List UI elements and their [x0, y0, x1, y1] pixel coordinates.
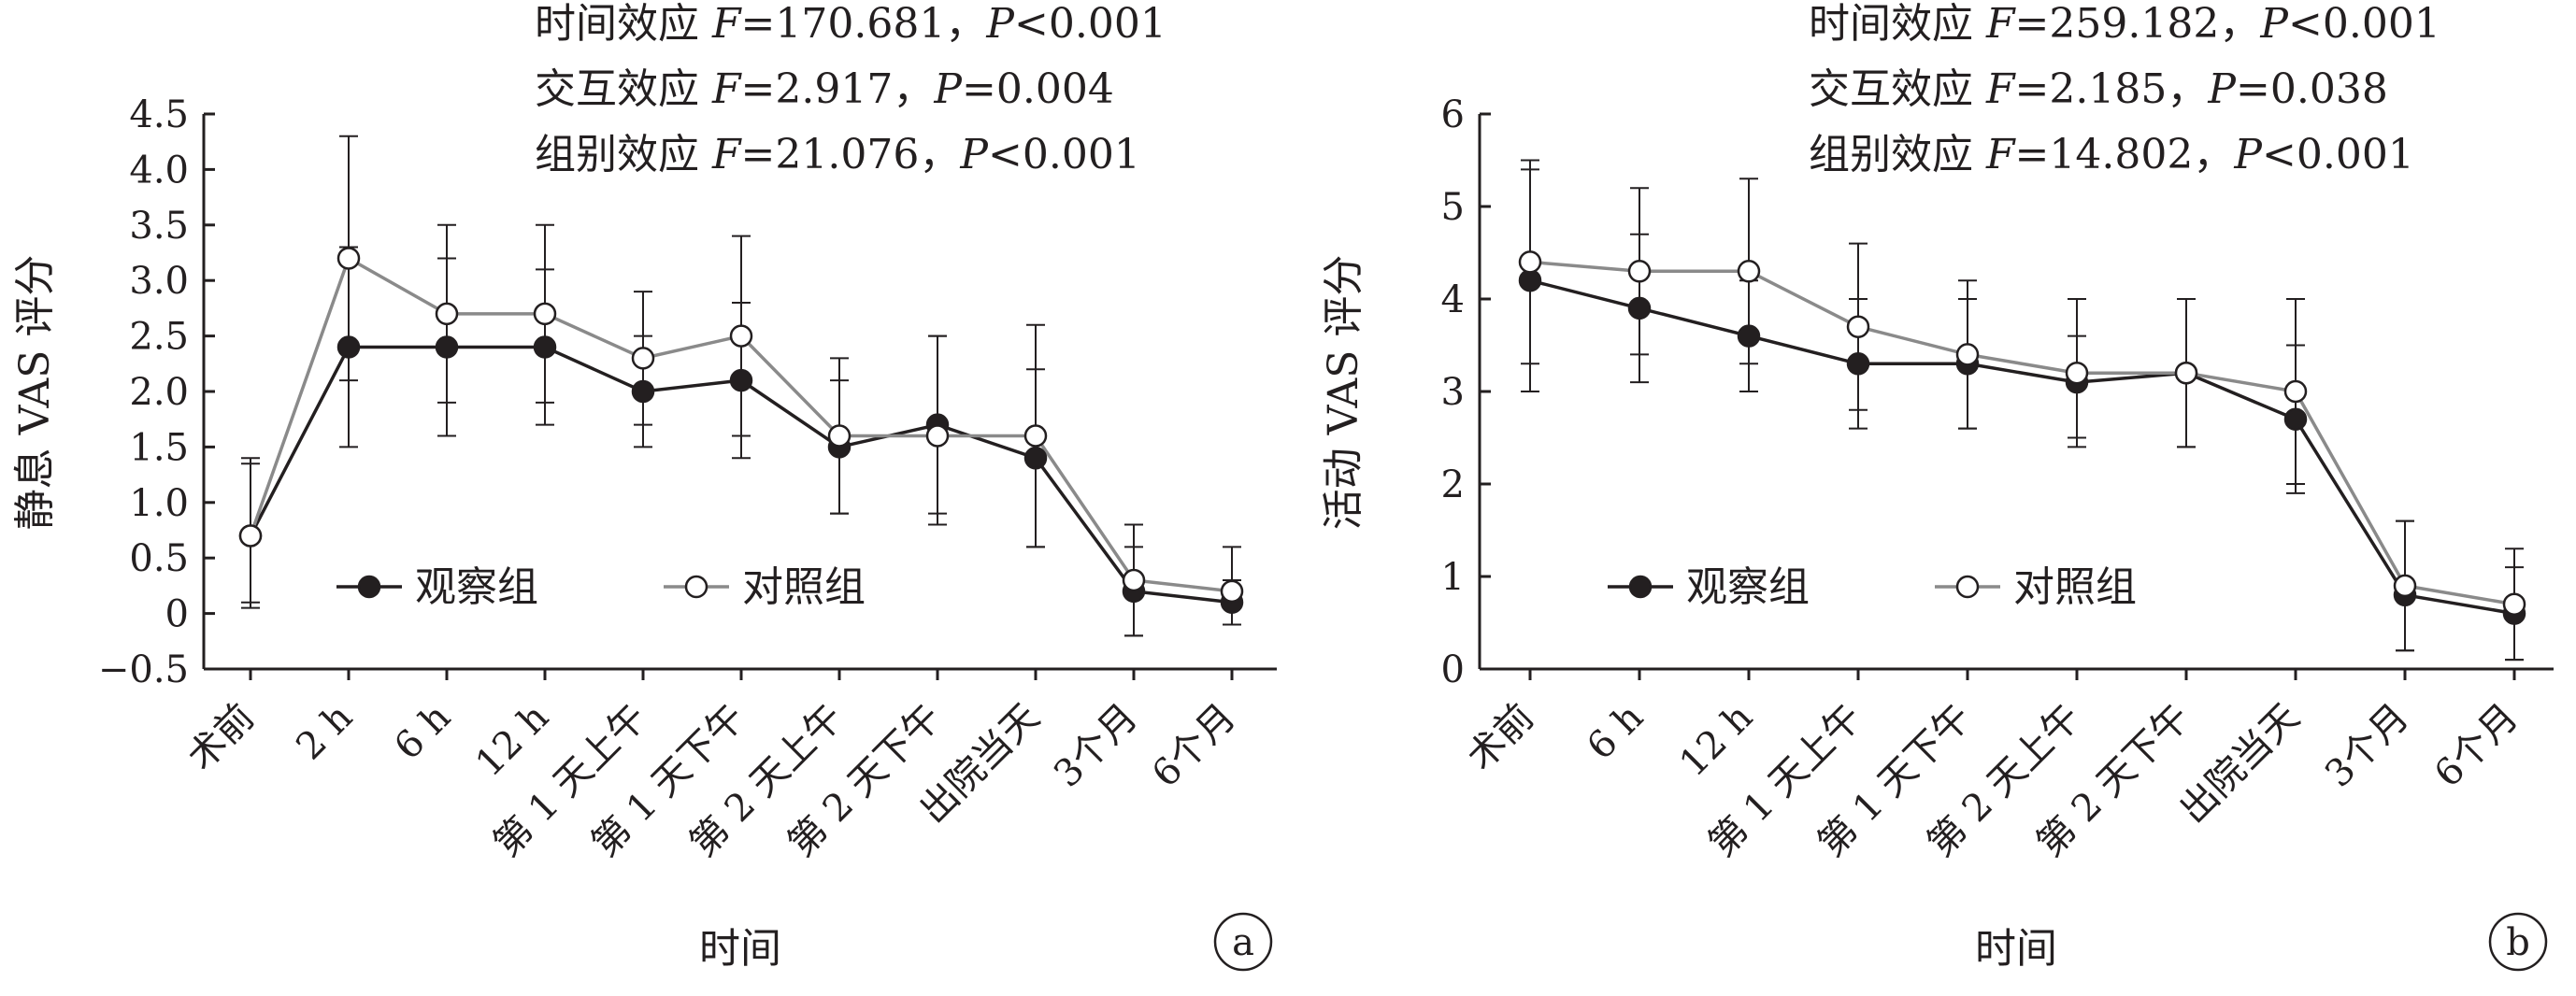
panel-a-y-tick-label: −0.5	[98, 648, 189, 691]
panel-b-data-point-1	[2283, 407, 2308, 431]
panel-a-data-point-2	[1220, 579, 1244, 604]
panel-a-data-point-1	[1023, 447, 1048, 470]
panel-b-x-axis-label: 时间	[1975, 925, 2057, 973]
panel-a-data-point-2	[729, 324, 753, 348]
legend-label: 观察组	[1686, 563, 1810, 611]
panel-a-data-point-2	[631, 347, 655, 370]
panel-b-stat-line: 时间效应 F=259.182，P<0.001	[1809, 0, 2440, 48]
panel-b-y-tick-label: 1	[1441, 556, 1465, 599]
panel-a-y-tick-label: 1.5	[129, 426, 189, 469]
panel-b-series-line-1	[1529, 278, 2515, 616]
panel-b-y-tick-label: 4	[1441, 278, 1465, 321]
panel-b-data-point-2	[1737, 260, 1761, 283]
panel-b-data-point-2	[1846, 315, 1870, 338]
legend-label: 对照组	[742, 563, 866, 611]
panel-b-x-tick-label: 6 h	[1579, 696, 1652, 769]
panel-a-data-point-2	[1122, 568, 1146, 592]
panel-a-data-point-1	[631, 379, 655, 404]
panel-b-x-tick-label: 术前	[1459, 696, 1542, 779]
panel-b-y-tick-label: 6	[1441, 93, 1465, 136]
panel-b-x-tick-label: 6个月	[2426, 696, 2526, 796]
panel-a-x-tick-label: 3个月	[1046, 696, 1146, 796]
legend-marker	[684, 575, 708, 599]
panel-a-y-axis-label: 静息 VAS 评分	[11, 255, 59, 531]
panel-a-x-tick-label: 6 h	[386, 696, 459, 769]
panel-b-data-point-2	[2393, 574, 2417, 598]
panel-b-y-tick-label: 0	[1441, 648, 1465, 691]
panel-b-data-point-1	[1846, 352, 1870, 376]
panel-b-x-tick-label: 出院当天	[2171, 696, 2308, 832]
panel-a-data-point-1	[336, 335, 361, 359]
panel-a-y-tick-label: 4.0	[129, 149, 189, 192]
panel-b-data-point-2	[2502, 592, 2526, 616]
panel-a-data-point-2	[827, 424, 852, 448]
panel-b-data-point-2	[1955, 343, 1980, 366]
legend-label: 观察组	[415, 563, 538, 611]
panel-b-tag-circle	[2488, 912, 2548, 972]
panel-b-data-point-2	[2174, 361, 2198, 385]
panel-b-data-point-2	[2065, 361, 2089, 385]
panel-a-data-point-2	[533, 302, 557, 326]
panel-b-x-tick-label: 3个月	[2317, 696, 2417, 796]
panel-b-tag-label: b	[2506, 921, 2530, 964]
panel-a-y-tick-label: 1.0	[129, 482, 189, 525]
panel-a-y-tick-label: 2.5	[129, 316, 189, 359]
panel-a-stat-line: 组别效应 F=21.076，P<0.001	[535, 131, 1140, 178]
legend-marker	[1628, 575, 1653, 599]
panel-a-data-point-2	[925, 424, 950, 448]
panel-b-stat-line: 组别效应 F=14.802，P<0.001	[1809, 131, 2414, 178]
legend-marker	[1955, 575, 1980, 599]
panel-a-stat-line: 交互效应 F=2.917，P=0.004	[535, 65, 1114, 113]
legend-marker	[357, 575, 381, 599]
panel-a-data-point-2	[1023, 424, 1048, 448]
panel-a-data-point-2	[238, 524, 263, 548]
panel-a-y-tick-label: 0.5	[129, 537, 189, 580]
panel-b-data-point-1	[1627, 296, 1652, 320]
panel-b-y-axis-label: 活动 VAS 评分	[1320, 255, 1367, 531]
panel-a-y-tick-label: 2.0	[129, 371, 189, 414]
panel-a-data-point-1	[729, 368, 753, 392]
panel-b-y-tick-label: 2	[1441, 463, 1465, 506]
panel-a-data-point-2	[336, 247, 361, 270]
panel-b-series-line-2	[1529, 260, 2515, 606]
panel-a-x-tick-label: 术前	[179, 696, 263, 779]
panel-b-y-tick-label: 3	[1441, 371, 1465, 414]
panel-a-tag-label: a	[1232, 921, 1254, 964]
panel-b-x-tick-label: 12 h	[1671, 696, 1761, 786]
panel-b-data-point-2	[2283, 379, 2308, 404]
panel-a-y-tick-label: 4.5	[129, 93, 189, 136]
panel-a-data-point-1	[435, 335, 459, 359]
panel-a-data-point-1	[533, 335, 557, 359]
panel-a-x-axis-label: 时间	[699, 925, 781, 973]
panel-b-stat-line: 交互效应 F=2.185，P=0.038	[1809, 65, 2388, 113]
legend-label: 对照组	[2013, 563, 2137, 611]
panel-a-y-tick-label: 3.5	[129, 205, 189, 248]
panel-a-x-tick-label: 12 h	[467, 696, 557, 786]
panel-a-data-point-2	[435, 302, 459, 326]
panel-b-y-tick-label: 5	[1441, 186, 1465, 229]
panel-a-y-tick-label: 3.0	[129, 260, 189, 303]
panel-b-data-point-1	[1737, 324, 1761, 348]
panel-a-tag-circle	[1213, 912, 1273, 972]
panel-a-stat-line: 时间效应 F=170.681，P<0.001	[535, 0, 1166, 48]
panel-a-x-tick-label: 6个月	[1144, 696, 1244, 796]
panel-a-y-tick-label: 0	[165, 593, 189, 636]
panel-b-data-point-2	[1518, 250, 1542, 274]
panel-b-data-point-2	[1627, 260, 1652, 283]
panel-a-x-tick-label: 2 h	[288, 696, 361, 769]
